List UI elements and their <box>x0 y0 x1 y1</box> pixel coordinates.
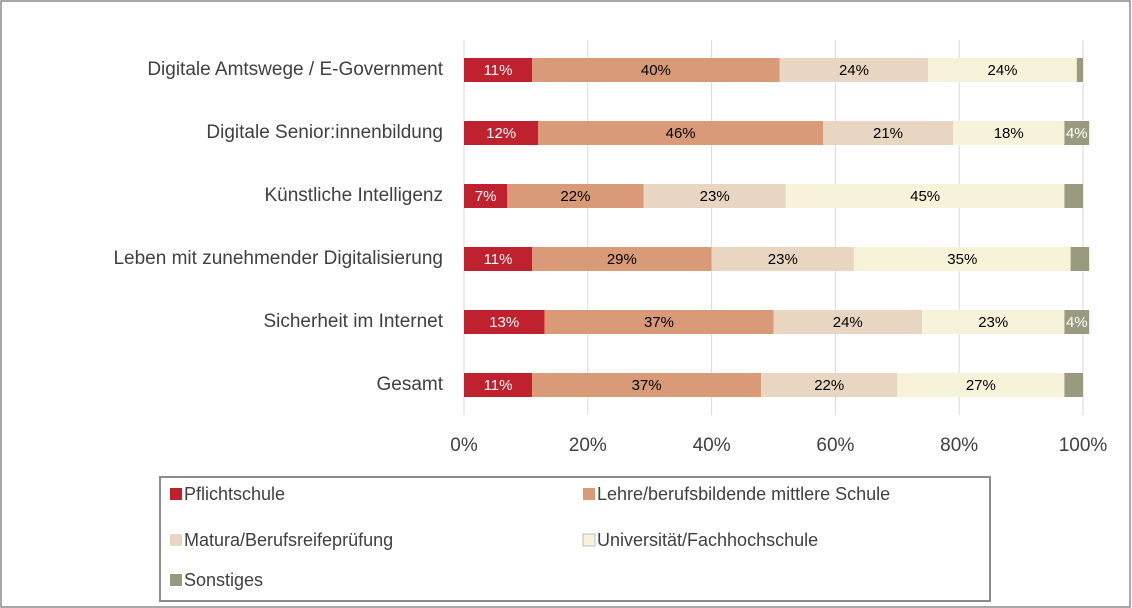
data-label: 12% <box>486 125 516 142</box>
bar-segment <box>1064 184 1083 208</box>
data-label: 11% <box>484 251 513 268</box>
bar-segment <box>1064 121 1090 145</box>
legend-marker <box>583 488 595 500</box>
legend-marker <box>170 574 182 586</box>
y-tick-label: Künstliche Intelligenz <box>265 185 444 206</box>
data-label: 29% <box>607 251 637 268</box>
data-label: 21% <box>873 125 903 142</box>
bar-segment <box>953 121 1065 145</box>
x-tick-label: 40% <box>693 435 731 456</box>
bar-segment <box>532 58 780 82</box>
bar-segment <box>532 247 712 271</box>
bar-segment <box>643 184 786 208</box>
data-label: 13% <box>489 314 519 331</box>
data-label: 24% <box>833 314 863 331</box>
bar-segment <box>507 184 644 208</box>
bar-segment <box>711 247 854 271</box>
bar-segment <box>464 58 533 82</box>
data-label: 4% <box>1066 125 1088 142</box>
data-label: 7% <box>475 188 497 205</box>
legend-label: Lehre/berufsbildende mittlere Schule <box>597 484 890 504</box>
legend-label: Matura/Berufsreifeprüfung <box>184 530 393 550</box>
bar-segment <box>897 373 1065 397</box>
data-label: 40% <box>641 62 671 79</box>
bar-segment <box>464 373 533 397</box>
y-tick-label: Digitale Amtswege / E-Government <box>147 59 443 80</box>
legend-box <box>159 476 991 602</box>
x-tick-label: 100% <box>1059 435 1108 456</box>
data-label: 24% <box>839 62 869 79</box>
bar-segment <box>464 310 545 334</box>
legend-label: Universität/Fachhochschule <box>597 530 818 550</box>
data-label: 22% <box>814 377 844 394</box>
bar-segment <box>779 58 929 82</box>
bar-segment <box>773 310 923 334</box>
x-tick-label: 60% <box>816 435 854 456</box>
bar-segment <box>761 373 898 397</box>
data-label: 37% <box>644 314 674 331</box>
data-label: 37% <box>632 377 662 394</box>
legend-label: Pflichtschule <box>184 484 285 504</box>
data-label: 18% <box>994 125 1024 142</box>
bar-segment <box>1076 58 1083 82</box>
y-tick-label: Gesamt <box>376 374 443 395</box>
y-tick-label: Leben mit zunehmender Digitalisierung <box>113 248 443 269</box>
bar-segment <box>785 184 1065 208</box>
y-tick-label: Sicherheit im Internet <box>263 311 443 332</box>
legend-marker <box>170 534 182 546</box>
x-tick-label: 20% <box>569 435 607 456</box>
data-label: 23% <box>978 314 1008 331</box>
data-label: 4% <box>1066 314 1088 331</box>
bar-segment <box>538 121 824 145</box>
bar-segment <box>922 310 1065 334</box>
legend-marker <box>582 533 596 547</box>
data-label: 35% <box>947 251 977 268</box>
data-label: 46% <box>666 125 696 142</box>
legend-label: Sonstiges <box>184 570 263 590</box>
x-tick-label: 0% <box>450 435 478 456</box>
data-label: 24% <box>988 62 1018 79</box>
bar-segment <box>1070 247 1090 271</box>
bar-segment <box>464 247 533 271</box>
legend-marker <box>170 488 182 500</box>
data-label: 23% <box>700 188 730 205</box>
bar-segment <box>823 121 954 145</box>
data-label: 11% <box>484 377 513 394</box>
bar-segment <box>853 247 1071 271</box>
bar-segment <box>464 184 508 208</box>
y-tick-label: Digitale Senior:innenbildung <box>206 122 443 143</box>
data-label: 45% <box>910 188 940 205</box>
data-label: 23% <box>768 251 798 268</box>
bar-segment <box>1064 373 1083 397</box>
bar-segment <box>532 373 762 397</box>
data-label: 27% <box>966 377 996 394</box>
bar-segment <box>1064 310 1090 334</box>
bar-segment <box>928 58 1077 82</box>
data-label: 11% <box>484 62 513 79</box>
bar-segment <box>544 310 774 334</box>
data-label: 22% <box>560 188 590 205</box>
bar-segment <box>464 121 539 145</box>
x-tick-label: 80% <box>940 435 978 456</box>
